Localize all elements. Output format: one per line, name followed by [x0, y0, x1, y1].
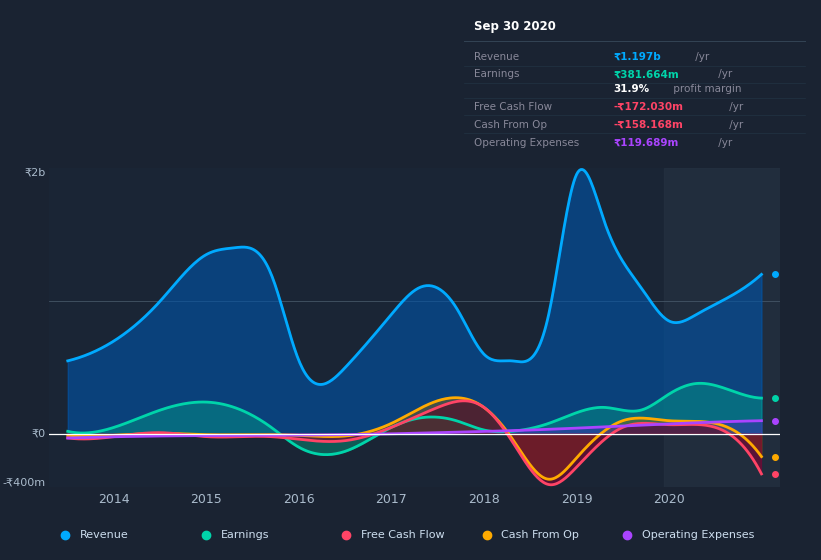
Text: Operating Expenses: Operating Expenses [642, 530, 754, 540]
Text: 31.9%: 31.9% [614, 84, 650, 94]
Text: -₹158.168m: -₹158.168m [614, 120, 684, 130]
Text: Revenue: Revenue [80, 530, 129, 540]
Text: -₹400m: -₹400m [2, 477, 46, 487]
Text: profit margin: profit margin [670, 84, 741, 94]
Text: Earnings: Earnings [474, 69, 520, 80]
Bar [664, 168, 780, 487]
Text: ₹381.664m: ₹381.664m [614, 69, 680, 80]
Text: /yr: /yr [692, 52, 709, 62]
Text: -₹172.030m: -₹172.030m [614, 102, 684, 112]
Text: Free Cash Flow: Free Cash Flow [474, 102, 553, 112]
Text: /yr: /yr [715, 69, 732, 80]
Text: /yr: /yr [727, 102, 744, 112]
Text: /yr: /yr [727, 120, 744, 130]
Text: ₹119.689m: ₹119.689m [614, 138, 679, 147]
Text: Cash From Op: Cash From Op [502, 530, 580, 540]
Text: /yr: /yr [715, 138, 732, 147]
Text: Earnings: Earnings [221, 530, 269, 540]
Text: ₹1.197b: ₹1.197b [614, 52, 662, 62]
Text: Sep 30 2020: Sep 30 2020 [474, 20, 556, 32]
Text: ₹2b: ₹2b [25, 168, 46, 178]
Text: Free Cash Flow: Free Cash Flow [361, 530, 445, 540]
Text: Revenue: Revenue [474, 52, 519, 62]
Text: ₹0: ₹0 [31, 429, 46, 439]
Text: Cash From Op: Cash From Op [474, 120, 547, 130]
Text: Operating Expenses: Operating Expenses [474, 138, 580, 147]
